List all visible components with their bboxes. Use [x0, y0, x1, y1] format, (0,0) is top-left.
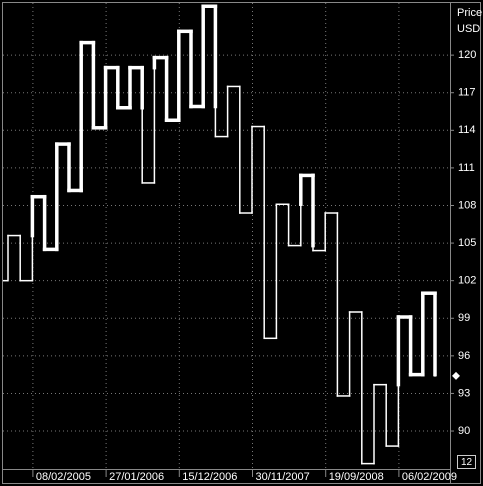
y-tick-label: 99	[458, 312, 470, 324]
y-tick-label: 90	[458, 425, 470, 437]
axis-label: USD	[457, 23, 480, 35]
badge: 12	[461, 457, 473, 468]
x-tick-label: 19/09/2008	[329, 471, 384, 483]
y-tick-label: 96	[458, 350, 470, 362]
x-tick-label: 27/01/2006	[109, 471, 164, 483]
y-tick-label: 93	[458, 387, 470, 399]
y-tick-label: 102	[458, 275, 476, 287]
x-tick-label: 15/12/2006	[182, 471, 237, 483]
axis-label: Price	[457, 7, 482, 19]
x-tick-label: 06/02/2009	[402, 471, 457, 483]
y-tick-label: 105	[458, 237, 476, 249]
current-price-marker	[452, 371, 460, 380]
badge-box	[457, 455, 476, 469]
y-tick-label: 111	[458, 162, 475, 174]
x-tick-label: 08/02/2005	[36, 471, 91, 483]
y-tick-label: 108	[458, 199, 476, 211]
y-tick-label: 120	[458, 49, 476, 61]
y-tick-label: 117	[458, 87, 476, 99]
y-tick-label: 114	[458, 124, 476, 136]
x-tick-label: 30/11/2007	[256, 471, 310, 483]
